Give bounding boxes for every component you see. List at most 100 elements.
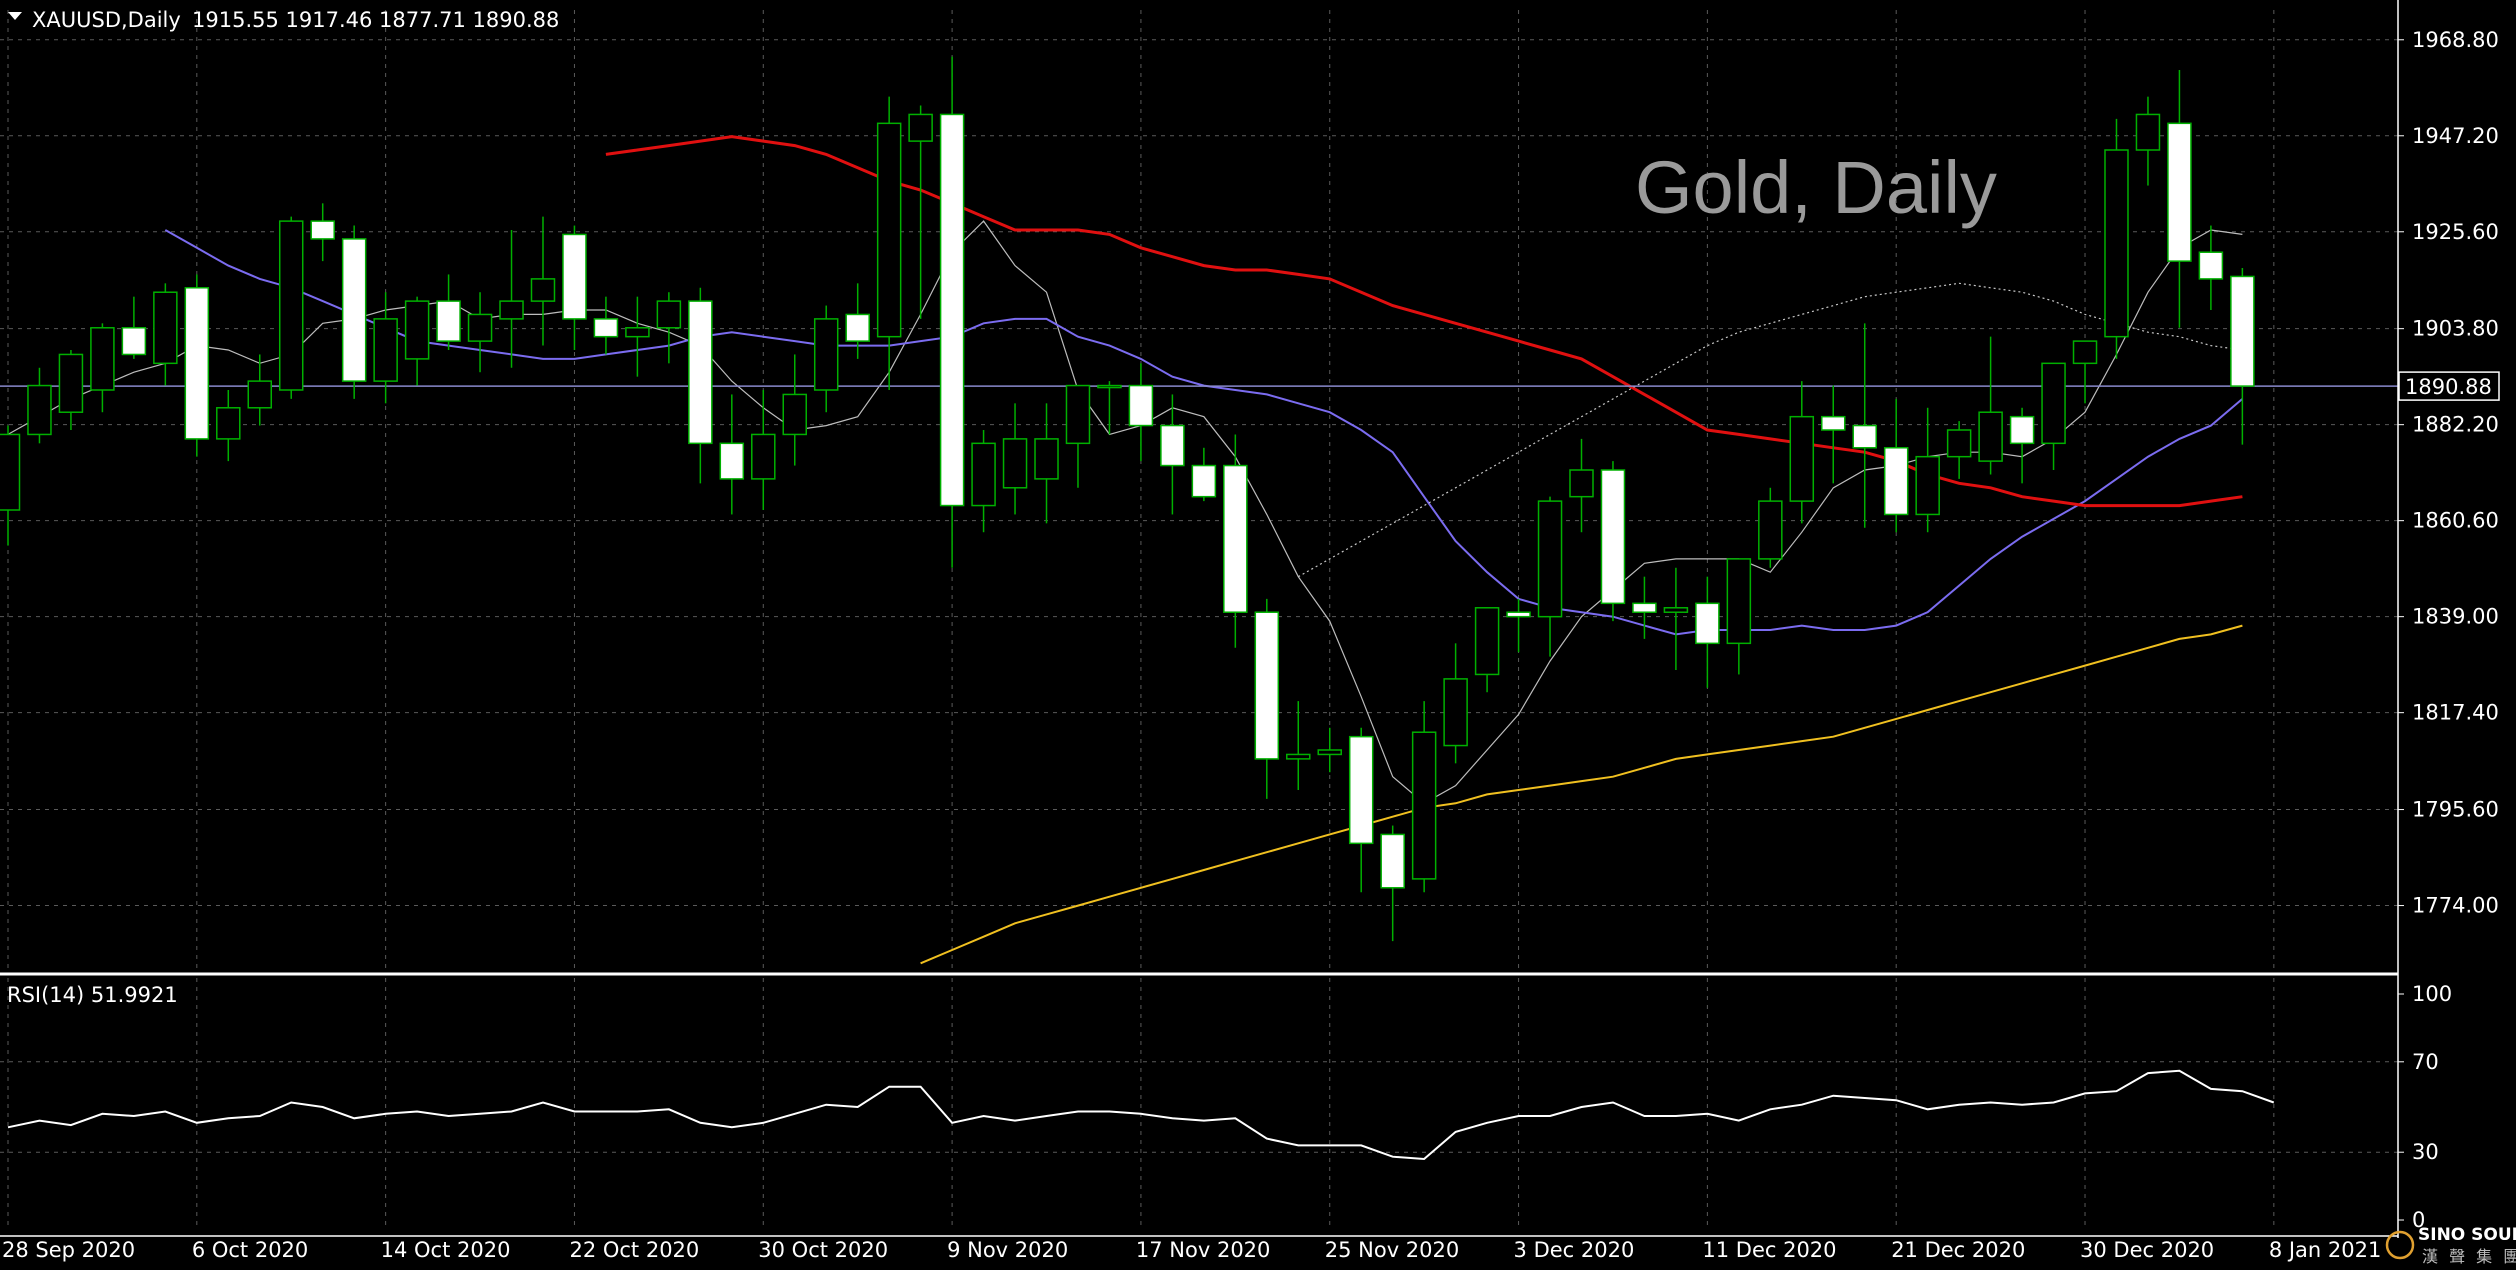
candle-body — [939, 113, 965, 507]
bull-candle[interactable] — [1758, 487, 1783, 568]
bear-candle[interactable] — [436, 274, 461, 350]
candle-body — [1317, 749, 1342, 756]
bull-candle[interactable] — [153, 283, 178, 386]
candle-body — [1474, 607, 1500, 676]
bear-candle[interactable] — [121, 296, 147, 359]
bull-candle[interactable] — [1443, 643, 1468, 764]
bear-candle[interactable] — [310, 203, 335, 262]
date-tick-label: 3 Dec 2020 — [1514, 1238, 1635, 1262]
bear-candle[interactable] — [593, 296, 619, 355]
bull-candle[interactable] — [908, 105, 933, 319]
price-series[interactable] — [0, 56, 2398, 965]
date-tick-label: 11 Dec 2020 — [1702, 1238, 1836, 1262]
date-tick-label: 30 Dec 2020 — [2080, 1238, 2214, 1262]
bull-candle[interactable] — [2104, 118, 2129, 359]
header[interactable]: XAUUSD,Daily 1915.55 1917.46 1877.71 189… — [8, 8, 559, 32]
bull-candle[interactable] — [2041, 362, 2066, 470]
bull-candle[interactable] — [0, 425, 21, 546]
bull-candle[interactable] — [2072, 340, 2098, 404]
bull-candle[interactable] — [373, 292, 398, 404]
bear-candle[interactable] — [1821, 385, 1846, 484]
candle-body — [247, 380, 273, 409]
bear-candle[interactable] — [1254, 598, 1280, 799]
bear-candle[interactable] — [688, 287, 713, 484]
bear-candle[interactable] — [1348, 727, 1374, 893]
bull-candle[interactable] — [2135, 96, 2161, 186]
date-tick-label: 14 Oct 2020 — [381, 1238, 511, 1262]
bear-candle[interactable] — [1600, 461, 1626, 622]
bear-candle[interactable] — [1380, 825, 1405, 942]
bull-candle[interactable] — [813, 305, 839, 413]
bear-candle[interactable] — [1632, 576, 1657, 639]
bull-candle[interactable] — [278, 216, 304, 399]
bull-candle[interactable] — [27, 367, 52, 444]
date-tick-label: 30 Oct 2020 — [758, 1238, 888, 1262]
candle-body — [562, 233, 587, 320]
bear-candle[interactable] — [562, 225, 587, 350]
bull-candle[interactable] — [1034, 403, 1059, 524]
bull-candle[interactable] — [1663, 567, 1689, 670]
bull-candle[interactable] — [1002, 403, 1028, 515]
candle-body — [499, 300, 524, 320]
bull-candle[interactable] — [656, 292, 682, 364]
bear-candle[interactable] — [845, 283, 870, 359]
bull-candle[interactable] — [971, 430, 996, 533]
bull-candle[interactable] — [499, 230, 524, 368]
bull-candle[interactable] — [58, 350, 84, 430]
bear-candle[interactable] — [1191, 447, 1217, 502]
bull-candle[interactable] — [1474, 607, 1500, 693]
bull-candle[interactable] — [1789, 381, 1815, 524]
bear-candle[interactable] — [2167, 70, 2192, 328]
bull-candle[interactable] — [625, 296, 650, 377]
candle-body — [1946, 429, 1972, 458]
bull-candle[interactable] — [467, 292, 493, 373]
bull-candle[interactable] — [782, 354, 807, 466]
candle-body — [2167, 122, 2192, 262]
bull-candle[interactable] — [247, 354, 273, 426]
bear-candle[interactable] — [719, 394, 745, 515]
symbol-label: XAUUSD,Daily — [32, 8, 181, 32]
bull-candle[interactable] — [1411, 701, 1437, 893]
bull-candle[interactable] — [1946, 421, 1972, 479]
candle-body — [2009, 415, 2035, 445]
candle-body — [719, 442, 745, 480]
bear-candle[interactable] — [1883, 398, 1909, 533]
bear-candle[interactable] — [1506, 598, 1531, 653]
bear-candle[interactable] — [2230, 267, 2255, 445]
bull-candle[interactable] — [1065, 384, 1091, 488]
bull-candle[interactable] — [876, 96, 902, 390]
collapse-triangle-icon[interactable] — [8, 12, 22, 20]
bear-candle[interactable] — [184, 274, 210, 457]
bull-candle[interactable] — [751, 390, 776, 510]
bull-candle[interactable] — [1569, 438, 1594, 533]
bear-candle[interactable] — [939, 56, 965, 568]
candle-body — [1348, 735, 1374, 845]
bull-candle[interactable] — [1286, 701, 1311, 790]
bull-candle[interactable] — [530, 216, 556, 346]
candle-body — [1569, 469, 1594, 498]
price-tick-label: 1839.00 — [2412, 605, 2499, 629]
bear-candle[interactable] — [1852, 323, 1877, 528]
rsi-tick-label: 0 — [2412, 1208, 2425, 1232]
bull-candle[interactable] — [1097, 381, 1122, 435]
bull-candle[interactable] — [1978, 336, 2003, 475]
bear-candle[interactable] — [1160, 394, 1185, 515]
bear-candle[interactable] — [341, 225, 367, 399]
bull-candle[interactable] — [90, 323, 115, 413]
sino-sound-logo: SINO SOUND 漢 聲 集 團 — [2385, 1225, 2516, 1266]
rsi-series[interactable] — [7, 1069, 2275, 1161]
bear-candle[interactable] — [1223, 434, 1248, 648]
bear-candle[interactable] — [1695, 576, 1720, 688]
bear-candle[interactable] — [2009, 407, 2035, 484]
bull-candle[interactable] — [1915, 407, 1940, 533]
candle-body — [2135, 113, 2161, 151]
bull-candle[interactable] — [1726, 558, 1752, 675]
logo-name: SINO SOUND — [2418, 1225, 2516, 1245]
bull-candle[interactable] — [216, 390, 241, 462]
bull-candle[interactable] — [404, 296, 430, 386]
bull-candle[interactable] — [1317, 727, 1342, 773]
bear-candle[interactable] — [1128, 363, 1154, 462]
bear-candle[interactable] — [2198, 225, 2224, 310]
bull-candle[interactable] — [1537, 496, 1563, 657]
